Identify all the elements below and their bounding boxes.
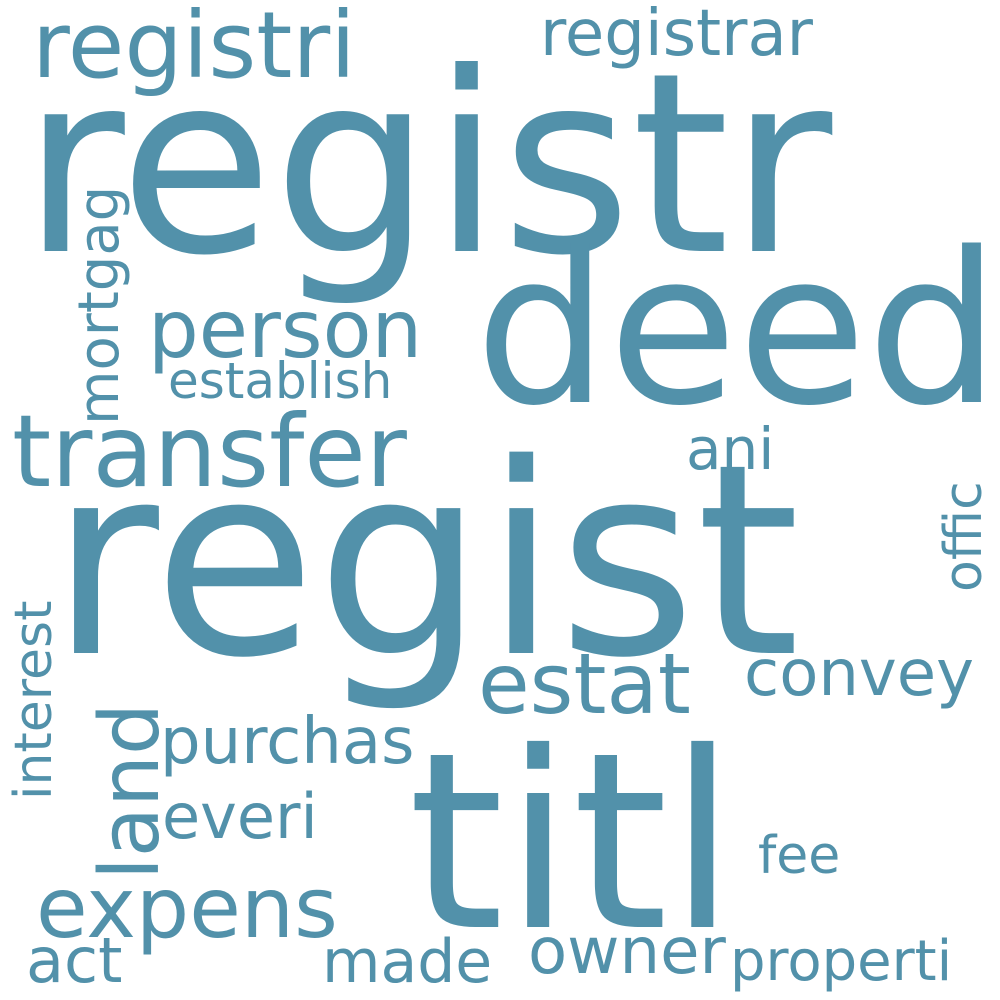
word-mortgag: mortgag <box>67 185 132 425</box>
word-everi: everi <box>162 780 318 853</box>
word-offic: offic <box>934 481 994 592</box>
word-properti: properti <box>730 929 953 994</box>
word-registr: registr <box>22 19 833 310</box>
word-transfer: transfer <box>12 393 407 510</box>
word-expens: expens <box>36 859 338 957</box>
word-deed: deed <box>475 207 1000 452</box>
word-interest: interest <box>4 600 64 801</box>
word-act: act <box>26 924 123 997</box>
word-land: land <box>83 702 178 880</box>
word-made: made <box>322 927 493 997</box>
word-registri: registri <box>32 0 356 99</box>
word-ani: ani <box>686 415 775 483</box>
word-person: person <box>148 283 423 376</box>
word-purchas: purchas <box>160 705 415 779</box>
word-regist: regist <box>50 408 800 716</box>
word-fee: fee <box>758 826 841 886</box>
word-convey: convey <box>744 637 975 711</box>
word-titl: titl <box>408 700 737 985</box>
word-owner: owner <box>528 915 726 989</box>
word-registrar: registrar <box>540 0 813 71</box>
word-establish: establish <box>168 352 393 410</box>
word-estat: estat <box>478 635 691 733</box>
